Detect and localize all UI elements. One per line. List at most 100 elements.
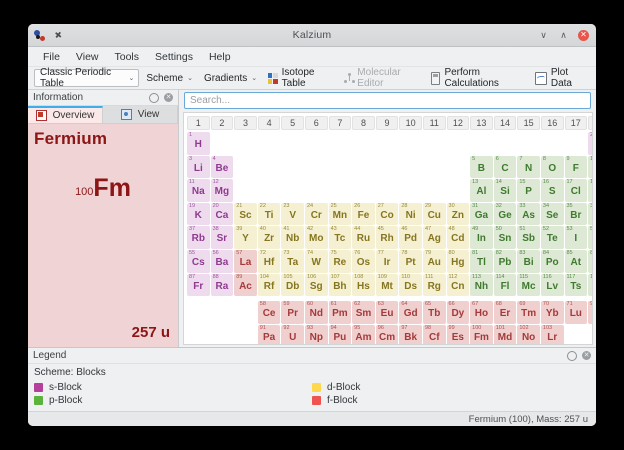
- periodic-table[interactable]: 123456789101112131415161718 1H2He3Li4Be5…: [183, 112, 593, 345]
- close-icon[interactable]: ✕: [582, 351, 591, 360]
- element-cell-ds[interactable]: 110 Ds: [399, 273, 422, 297]
- element-cell-zr[interactable]: 40 Zr: [257, 226, 281, 249]
- element-cell-cr[interactable]: 24 Cr: [304, 202, 328, 226]
- element-cell-al[interactable]: 13 Al: [470, 179, 493, 202]
- element-cell-as[interactable]: 33 As: [517, 202, 540, 226]
- element-cell-np[interactable]: 93 Np: [304, 324, 328, 344]
- element-cell-pa[interactable]: 91 Pa: [257, 324, 281, 344]
- element-cell-fr[interactable]: 87 Fr: [187, 273, 210, 297]
- element-cell-u[interactable]: 92 U: [281, 324, 304, 344]
- element-cell-ho[interactable]: 67 Ho: [470, 301, 493, 324]
- element-cell-k[interactable]: 19 K: [187, 202, 210, 226]
- element-cell-fe[interactable]: 26 Fe: [352, 202, 375, 226]
- element-cell-pb[interactable]: 82 Pb: [493, 249, 517, 273]
- element-cell-tm[interactable]: 69 Tm: [517, 301, 540, 324]
- element-cell-ir[interactable]: 77 Ir: [375, 249, 399, 273]
- element-cell-p[interactable]: 15 P: [517, 179, 540, 202]
- element-cell-nh[interactable]: 113 Nh: [470, 273, 493, 297]
- element-cell-cf[interactable]: 98 Cf: [422, 324, 446, 344]
- element-cell-ca[interactable]: 20 Ca: [210, 202, 234, 226]
- perform-calculations-button[interactable]: Perform Calculations: [427, 66, 529, 90]
- element-cell-og[interactable]: 118Og: [588, 273, 592, 297]
- element-cell-na[interactable]: 11 Na: [187, 179, 210, 202]
- element-cell-la[interactable]: 57 La: [234, 249, 257, 273]
- element-cell-te[interactable]: 52 Te: [540, 226, 564, 249]
- menu-item-tools[interactable]: Tools: [114, 50, 140, 63]
- element-cell-lv[interactable]: 116 Lv: [540, 273, 564, 297]
- element-cell-bi[interactable]: 83 Bi: [517, 249, 540, 273]
- element-cell-cl[interactable]: 17 Cl: [564, 179, 588, 202]
- tab-overview[interactable]: Overview: [28, 106, 103, 123]
- element-cell-au[interactable]: 79 Au: [422, 249, 446, 273]
- element-cell-zn[interactable]: 30 Zn: [446, 202, 470, 226]
- element-cell-mg[interactable]: 12 Mg: [210, 179, 234, 202]
- element-cell-rf[interactable]: 104 Rf: [257, 273, 281, 297]
- search-input[interactable]: Search...: [184, 92, 591, 109]
- element-cell-po[interactable]: 84 Po: [540, 249, 564, 273]
- element-cell-pu[interactable]: 94 Pu: [328, 324, 352, 344]
- element-cell-sg[interactable]: 106 Sg: [304, 273, 328, 297]
- element-cell-pd[interactable]: 46 Pd: [399, 226, 422, 249]
- element-cell-gd[interactable]: 64 Gd: [399, 301, 422, 324]
- element-cell-md[interactable]: 101 Md: [493, 324, 517, 344]
- element-cell-be[interactable]: 4 Be: [210, 155, 234, 179]
- element-cell-nd[interactable]: 60 Nd: [304, 301, 328, 324]
- element-cell-lr[interactable]: 103 Lr: [540, 324, 564, 344]
- element-cell-se[interactable]: 34 Se: [540, 202, 564, 226]
- isotope-table-button[interactable]: Isotope Table: [264, 66, 337, 90]
- molecular-editor-button[interactable]: Molecular Editor: [340, 66, 424, 90]
- element-cell-ce[interactable]: 58 Ce: [257, 301, 281, 324]
- element-cell-li[interactable]: 3 Li: [187, 155, 210, 179]
- float-icon[interactable]: [149, 92, 159, 103]
- element-cell-ts[interactable]: 117 Ts: [564, 273, 588, 297]
- element-cell-eu[interactable]: 63 Eu: [375, 301, 399, 324]
- element-cell-rh[interactable]: 45 Rh: [375, 226, 399, 249]
- element-cell-rn[interactable]: 86Rn: [588, 249, 592, 273]
- menu-item-view[interactable]: View: [75, 50, 99, 63]
- element-cell-tc[interactable]: 43 Tc: [328, 226, 352, 249]
- element-cell-os[interactable]: 76 Os: [352, 249, 375, 273]
- element-cell-ne[interactable]: 10Ne: [588, 155, 592, 179]
- element-cell-fl[interactable]: 114 Fl: [493, 273, 517, 297]
- element-cell-sc[interactable]: 21 Sc: [234, 202, 257, 226]
- element-cell-ar[interactable]: 18Ar: [588, 179, 592, 202]
- element-cell-ag[interactable]: 47 Ag: [422, 226, 446, 249]
- element-cell-ni[interactable]: 28 Ni: [399, 202, 422, 226]
- element-cell-xe[interactable]: 54Xe: [588, 226, 592, 249]
- element-cell-tb[interactable]: 65 Tb: [422, 301, 446, 324]
- element-cell-hg[interactable]: 80 Hg: [446, 249, 470, 273]
- menu-item-file[interactable]: File: [43, 50, 60, 63]
- element-cell-re[interactable]: 75 Re: [328, 249, 352, 273]
- close-icon[interactable]: ✕: [578, 29, 589, 41]
- element-cell-ti[interactable]: 22 Ti: [257, 202, 281, 226]
- element-cell-sn[interactable]: 50 Sn: [493, 226, 517, 249]
- element-cell-he[interactable]: 2He: [588, 132, 592, 155]
- periodic-table-select[interactable]: Classic Periodic Table ⌄: [34, 67, 140, 89]
- element-cell-pm[interactable]: 61 Pm: [328, 301, 352, 324]
- element-cell-es[interactable]: 99 Es: [446, 324, 470, 344]
- float-icon[interactable]: [567, 350, 577, 361]
- element-cell-am[interactable]: 95 Am: [352, 324, 375, 344]
- element-cell-nb[interactable]: 41 Nb: [281, 226, 304, 249]
- minimize-icon[interactable]: ∨: [540, 29, 547, 40]
- element-cell-dy[interactable]: 66 Dy: [446, 301, 470, 324]
- element-cell-pr[interactable]: 59 Pr: [281, 301, 304, 324]
- element-cell-br[interactable]: 35 Br: [564, 202, 588, 226]
- element-cell-i[interactable]: 53 I: [564, 226, 588, 249]
- element-cell-fm[interactable]: 100 Fm: [470, 324, 493, 344]
- element-cell-no[interactable]: 102 No: [517, 324, 540, 344]
- element-cell-yb[interactable]: 70 Yb: [540, 301, 564, 324]
- element-cell-er[interactable]: 68 Er: [493, 301, 517, 324]
- element-cell-y[interactable]: 39 Y: [234, 226, 257, 249]
- element-cell-cn[interactable]: 112 Cn: [446, 273, 470, 297]
- element-cell-cs[interactable]: 55 Cs: [187, 249, 210, 273]
- element-cell-rb[interactable]: 37 Rb: [187, 226, 210, 249]
- element-cell-mo[interactable]: 42 Mo: [304, 226, 328, 249]
- element-cell-hs[interactable]: 108 Hs: [352, 273, 375, 297]
- element-cell-ta[interactable]: 73 Ta: [281, 249, 304, 273]
- element-cell-cu[interactable]: 29 Cu: [422, 202, 446, 226]
- element-cell-at[interactable]: 85 At: [564, 249, 588, 273]
